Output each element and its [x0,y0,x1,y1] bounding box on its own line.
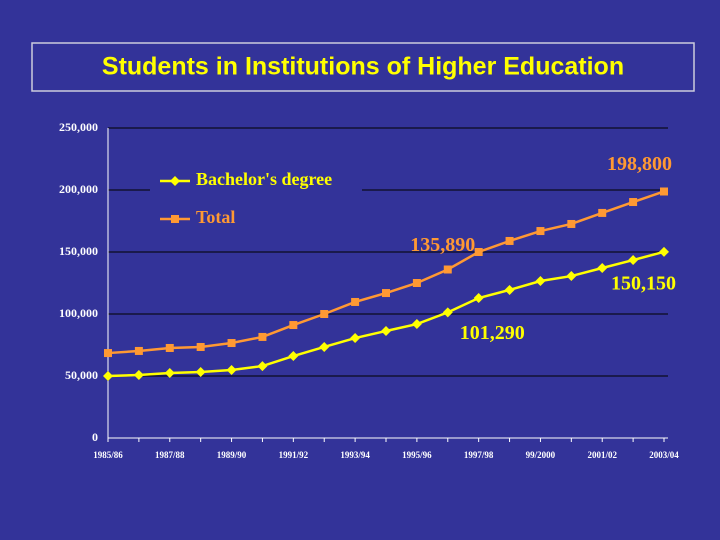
data-label: 135,890 [410,234,475,256]
legend-box [150,162,362,236]
x-tick-label: 1993/94 [340,450,370,460]
data-point [227,339,236,348]
x-tick-label: 1997/98 [464,450,494,460]
y-tick-label: 50,000 [65,368,98,382]
data-point [566,271,577,282]
data-point [473,293,484,304]
data-point [133,370,144,381]
data-point [351,297,360,306]
data-point [629,198,638,207]
data-point [350,333,361,344]
x-tick-label: 99/2000 [526,450,556,460]
data-point [319,341,330,352]
x-tick-label: 1987/88 [155,450,185,460]
data-point [103,371,113,381]
data-point [442,307,453,318]
data-point [411,319,422,330]
legend-marker [171,215,179,223]
data-label: 150,150 [611,272,676,294]
legend-marker [170,176,180,186]
data-point [134,346,143,355]
chart-title: Students in Institutions of Higher Educa… [102,53,624,81]
data-point [505,236,514,245]
data-point [628,255,639,266]
data-point [659,246,669,257]
x-tick-label: 1991/92 [279,450,309,460]
title-box [31,42,695,92]
data-label: 101,290 [460,322,525,344]
y-tick-label: 150,000 [59,244,98,258]
data-point [443,265,452,274]
data-point [536,227,545,236]
y-tick-label: 100,000 [59,306,98,320]
y-tick-label: 200,000 [59,182,98,196]
data-point [474,248,483,256]
data-point [165,343,174,352]
y-tick-label: 250,000 [59,120,98,134]
data-point [289,321,298,330]
data-point [320,310,329,318]
data-point [288,351,299,362]
data-label: 198,800 [607,153,672,175]
data-point [226,365,237,376]
y-tick-label: 0 [92,430,98,444]
x-tick-label: 1985/86 [93,450,123,460]
data-point [660,187,668,196]
data-point [196,342,205,351]
legend-label: Total [196,207,235,227]
data-point [598,208,607,217]
data-point [504,284,515,295]
legend-label: Bachelor's degree [196,169,332,189]
data-point [567,219,576,228]
data-point [535,276,546,287]
x-tick-label: 2003/04 [649,450,679,460]
x-tick-label: 2001/02 [587,450,617,460]
data-point [412,279,421,287]
x-tick-label: 1989/90 [217,450,247,460]
data-point [257,361,268,372]
data-point [597,262,608,273]
data-point [195,367,206,378]
data-point [258,332,267,341]
x-tick-label: 1995/96 [402,450,432,460]
data-point [164,368,175,379]
data-point [104,349,112,358]
data-point [381,325,391,336]
data-point [382,289,390,298]
